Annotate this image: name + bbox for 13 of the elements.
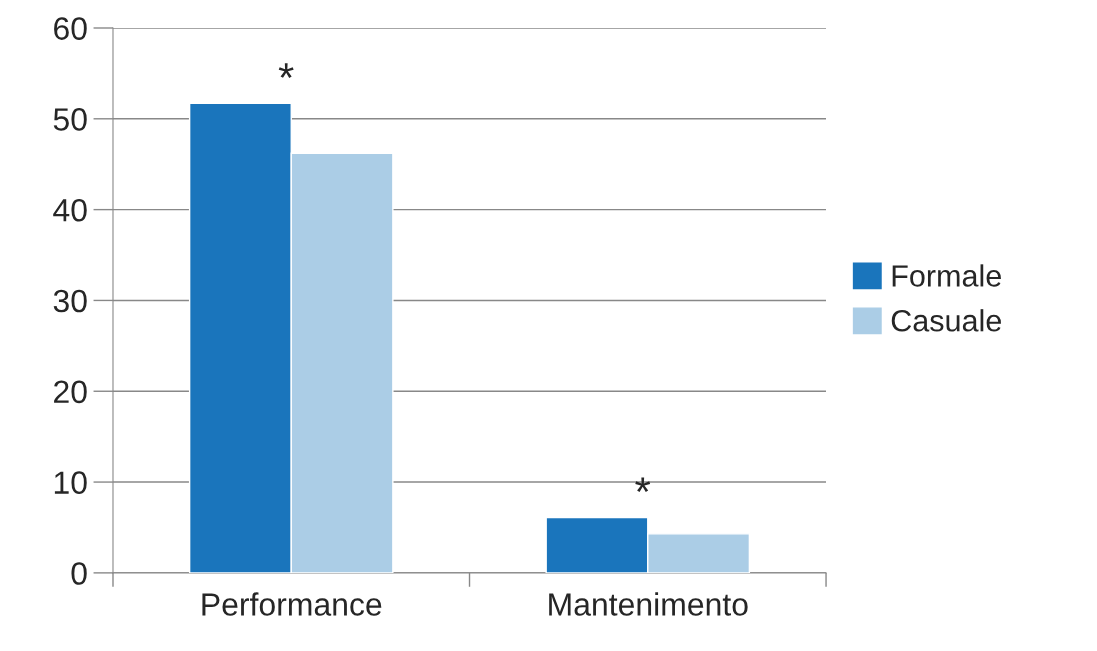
y-tick-label: 20 bbox=[54, 380, 87, 404]
y-tick-label: 10 bbox=[54, 471, 87, 494]
y-tick-label: 0 bbox=[71, 562, 87, 585]
legend-label: Casuale bbox=[891, 309, 1001, 332]
x-tick-label: Mantenimento bbox=[549, 592, 748, 616]
annotation: * bbox=[635, 477, 651, 493]
annotation: * bbox=[278, 63, 294, 78]
y-tick-label: 40 bbox=[53, 198, 87, 222]
y-tick-label: 50 bbox=[53, 108, 87, 131]
legend-label: Formale bbox=[892, 264, 1001, 287]
y-tick-label: 30 bbox=[53, 289, 87, 313]
x-tick-label: Performance bbox=[202, 592, 382, 616]
y-tick-label: 60 bbox=[54, 17, 87, 40]
